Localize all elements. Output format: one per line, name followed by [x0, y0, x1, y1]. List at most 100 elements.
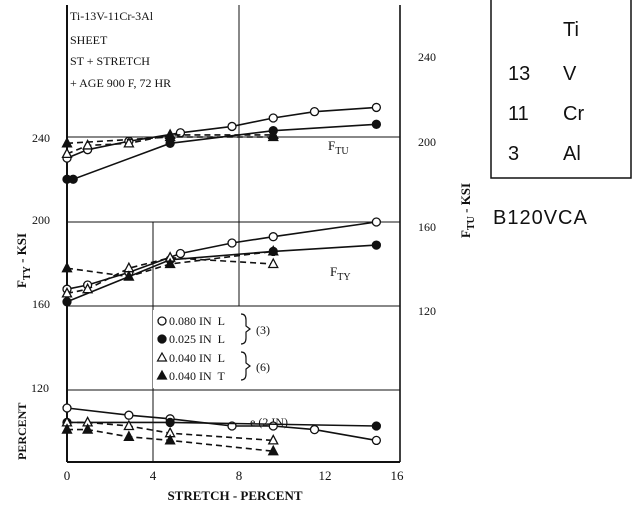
fty-axis-unit: - KSI: [14, 233, 29, 266]
x-axis-title: STRETCH - PERCENT: [167, 488, 302, 503]
x-tick-label: 4: [150, 468, 157, 483]
series-layer: [61, 102, 382, 456]
left-tick-label: 120: [31, 381, 49, 395]
elongation-point-0-040-in-t: [123, 430, 135, 441]
legend-group-ref: (3): [256, 323, 270, 337]
right-axis-title: FTU - KSI: [458, 183, 477, 238]
elongation-point-0-040-in-t: [61, 423, 73, 434]
left-tick-label: 240: [32, 131, 50, 145]
composition-element: Cr: [563, 103, 584, 125]
elongation-point-0-080-in-l: [309, 424, 320, 435]
ftu-point-0-080-in-l: [227, 121, 237, 132]
ftu-axis-sub: TU: [466, 216, 477, 230]
x-tick-label: 12: [319, 468, 332, 483]
annotation-line: + AGE 900 F, 72 HR: [70, 76, 171, 90]
x-tick-label: 0: [64, 468, 71, 483]
fty-point-0-040-in-t: [267, 245, 279, 256]
x-tick-label: 16: [391, 468, 405, 483]
x-tick-label: 8: [236, 468, 243, 483]
elongation-line-0-080-in-l: [66, 407, 377, 442]
ftu-axis-f: F: [458, 230, 473, 238]
composition-amount: 3: [508, 143, 519, 165]
alloy-code: B120VCA: [493, 207, 588, 229]
ftu-point-0-040-in-t: [267, 130, 279, 142]
ftu-point-0-080-in-l: [268, 113, 278, 123]
legend-brace: [240, 313, 251, 345]
percent-axis-label: PERCENT: [15, 403, 29, 460]
legend-group-ref: (6): [256, 360, 270, 374]
x-axis-ticks: 0 4 8 12 16: [64, 468, 404, 483]
legend-background: [153, 310, 233, 388]
ftu-point-0-040-in-l: [123, 136, 135, 148]
fty-point-0-040-in-l: [267, 257, 279, 269]
svg-text:FTU - KSI: FTU - KSI: [458, 183, 477, 238]
elongation-point-0-040-in-t: [267, 444, 279, 456]
legend-marker-open-triangle: [156, 351, 168, 362]
elongation-point-0-040-in-l: [267, 434, 279, 445]
composition-box-border: [490, 0, 632, 179]
composition-header: Ti: [563, 19, 579, 41]
fty-point-0-040-in-t: [61, 261, 73, 273]
composition-box: Ti 13 V 11 Cr 3 Al: [490, 0, 632, 179]
ftu-point-0-080-in-l: [309, 107, 320, 117]
ftu-point-0-080-in-l: [371, 102, 382, 113]
legend-label: 0.040 IN L: [169, 351, 225, 365]
composition-element: Al: [563, 143, 581, 165]
right-tick-label: 160: [418, 220, 436, 234]
annotation-line: SHEET: [70, 33, 108, 47]
plot-frame: [66, 5, 401, 463]
fty-line-0-025-in-l: [66, 244, 377, 303]
legend-marker-open-circle: [157, 316, 167, 326]
ftu-point-0-040-in-l: [61, 147, 73, 159]
annotation-line: Ti-13V-11Cr-3Al: [70, 9, 154, 23]
elongation-point-0-040-in-l: [123, 419, 135, 431]
legend-marker-filled-circle: [157, 334, 167, 344]
legend-marker-filled-triangle: [156, 369, 168, 380]
percent-axis-title: PERCENT: [15, 403, 29, 460]
legend-label: 0.080 IN L: [169, 314, 225, 328]
elongation-point-0-025-in-l: [165, 417, 175, 428]
fty-point-0-040-in-t: [164, 257, 176, 269]
right-tick-label: 240: [418, 50, 436, 64]
fty-point-0-040-in-l: [61, 287, 73, 298]
ftu-point-0-025-in-l: [68, 174, 78, 184]
fty-point-0-080-in-l: [175, 248, 186, 259]
left-tick-label: 160: [32, 297, 50, 311]
fty-line-0-040-in-t: [66, 250, 274, 278]
right-tick-label: 200: [418, 135, 436, 149]
fty-point-0-080-in-l: [371, 217, 382, 227]
legend-label: 0.040 IN T: [169, 369, 225, 383]
composition-amount: 13: [508, 63, 530, 85]
elongation-point-0-080-in-l: [371, 435, 382, 446]
elongation-point-0-080-in-l: [268, 421, 278, 431]
elongation-point-0-080-in-l: [124, 410, 134, 420]
elongation-point-0-025-in-l: [371, 421, 382, 431]
ftu-line-0-080-in-l: [66, 106, 377, 159]
legend-label: 0.025 IN L: [169, 332, 225, 346]
ftu-axis-unit: - KSI: [458, 183, 473, 216]
ftu-point-0-025-in-l: [371, 119, 382, 129]
fty-axis-f: F: [14, 280, 29, 288]
annotation-line: ST + STRETCH: [70, 54, 150, 68]
elongation-point-0-040-in-t: [82, 423, 94, 434]
ftu-curve-label: FTU: [328, 138, 349, 157]
elongation-point-0-040-in-t: [164, 434, 176, 445]
fty-point-0-080-in-l: [227, 238, 237, 248]
ftu-point-0-040-in-l: [82, 139, 94, 150]
left-tick-label: 200: [32, 213, 50, 227]
annotation-block: Ti-13V-11Cr-3Al SHEET ST + STRETCH + AGE…: [70, 9, 171, 90]
ftu-point-0-040-in-t: [164, 130, 176, 142]
left-axis-title: FTY - KSI: [14, 233, 33, 288]
fty-point-0-025-in-l: [371, 240, 382, 250]
fty-point-0-040-in-t: [123, 270, 135, 281]
fty-axis-sub: TY: [22, 265, 33, 280]
ftu-point-0-040-in-t: [61, 136, 73, 148]
legend: 0.080 IN L 0.025 IN L 0.040 IN L 0.040 I…: [153, 310, 270, 388]
svg-text:FTY - KSI: FTY - KSI: [14, 233, 33, 288]
right-tick-label: 120: [418, 304, 436, 318]
right-axis-ticks: 240 200 160 120: [418, 50, 436, 318]
fty-point-0-040-in-l: [82, 282, 94, 294]
legend-brace: [240, 351, 251, 381]
fty-point-0-025-in-l: [62, 297, 72, 307]
